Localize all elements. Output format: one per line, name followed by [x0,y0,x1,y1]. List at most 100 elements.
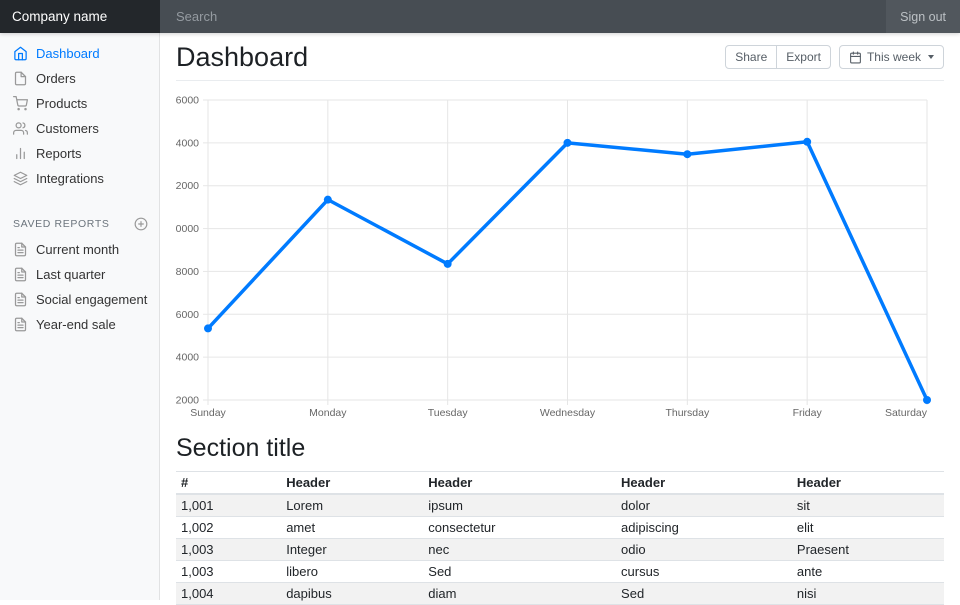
saved-report-item: Last quarter [0,262,160,287]
sidebar-link-products[interactable]: Products [0,91,160,116]
table-cell: amet [281,517,423,539]
table-cell: nisi [792,583,944,605]
page-header: Dashboard Share Export This week [176,33,944,81]
saved-report-link[interactable]: Current month [0,237,160,262]
y-axis-tick-label: 12000 [176,395,199,407]
chart-point [204,324,212,332]
table-cell: sit [792,494,944,517]
week-dropdown-label: This week [867,50,921,64]
table-cell: libero [281,561,423,583]
export-button[interactable]: Export [776,45,831,69]
table-header-cell: Header [616,472,792,495]
page-title: Dashboard [176,42,308,72]
table-cell: Lorem [281,494,423,517]
file-text-icon [13,242,28,257]
shopping-cart-icon [13,96,28,111]
table-cell: nec [423,539,616,561]
table-cell: 1,003 [176,539,281,561]
search-input[interactable] [160,0,886,33]
table-cell: Sed [423,561,616,583]
table-header-cell: # [176,472,281,495]
saved-report-label: Year-end sale [36,317,116,332]
sidebar-item-label: Dashboard [36,46,100,61]
chart-point [923,396,931,404]
table-cell: 1,001 [176,494,281,517]
table-cell: Praesent [792,539,944,561]
table-cell: ante [792,561,944,583]
table-header-cell: Header [281,472,423,495]
top-navbar: Company name Sign out [0,0,960,33]
sidebar-item-label: Integrations [36,171,104,186]
x-axis-tick-label: Wednesday [540,407,596,419]
chart-point [444,260,452,268]
saved-report-link[interactable]: Last quarter [0,262,160,287]
saved-reports-heading: Saved reports [0,213,160,235]
calendar-icon [849,51,862,64]
sidebar-item-orders: Orders [0,66,160,91]
table-cell: elit [792,517,944,539]
table-cell: ipsum [423,494,616,517]
y-axis-tick-label: 18000 [176,266,199,278]
plus-circle-icon[interactable] [134,217,148,231]
sidebar-link-integrations[interactable]: Integrations [0,166,160,191]
main-content: Dashboard Share Export This week 1200014… [160,0,960,605]
section-title: Section title [176,434,944,462]
share-export-group: Share Export [725,45,831,69]
sidebar-link-dashboard[interactable]: Dashboard [0,41,160,66]
sidebar-link-reports[interactable]: Reports [0,141,160,166]
table-header-cell: Header [423,472,616,495]
brand[interactable]: Company name [0,0,160,33]
saved-report-item: Social engagement [0,287,160,312]
sidebar-item-label: Products [36,96,87,111]
chart-point [683,150,691,158]
weekly-sales-line-chart: 1200014000160001800020000220002400026000… [176,91,944,421]
saved-report-item: Year-end sale [0,312,160,337]
saved-report-label: Last quarter [36,267,105,282]
table-cell: Integer [281,539,423,561]
table-cell: dapibus [281,583,423,605]
table-cell: 1,002 [176,517,281,539]
bar-chart-icon [13,146,28,161]
sidebar-item-customers: Customers [0,116,160,141]
table-cell: 1,004 [176,583,281,605]
sidebar-link-orders[interactable]: Orders [0,66,160,91]
sidebar-link-customers[interactable]: Customers [0,116,160,141]
chevron-down-icon [928,55,934,59]
sign-out-link[interactable]: Sign out [886,0,960,33]
saved-report-link[interactable]: Year-end sale [0,312,160,337]
table-cell: adipiscing [616,517,792,539]
x-axis-tick-label: Saturday [885,407,928,419]
table-header-cell: Header [792,472,944,495]
week-dropdown-button[interactable]: This week [839,45,944,69]
y-axis-tick-label: 16000 [176,309,199,321]
y-axis-tick-label: 20000 [176,223,199,235]
file-text-icon [13,267,28,282]
table-cell: odio [616,539,792,561]
table-cell: dolor [616,494,792,517]
chart-point [324,196,332,204]
users-icon [13,121,28,136]
file-text-icon [13,317,28,332]
share-button[interactable]: Share [725,45,777,69]
saved-report-item: Current month [0,237,160,262]
saved-report-label: Social engagement [36,292,147,307]
table-cell: consectetur [423,517,616,539]
saved-report-link[interactable]: Social engagement [0,287,160,312]
saved-reports-label: Saved reports [13,218,110,230]
y-axis-tick-label: 24000 [176,137,199,149]
saved-reports-list: Current month Last quarter Social engageme… [0,235,160,345]
table-cell: diam [423,583,616,605]
table-cell: Sed [616,583,792,605]
table-cell: 1,003 [176,561,281,583]
chart-point [564,139,572,147]
table-cell: cursus [616,561,792,583]
file-text-icon [13,292,28,307]
toolbar: Share Export This week [725,45,944,69]
